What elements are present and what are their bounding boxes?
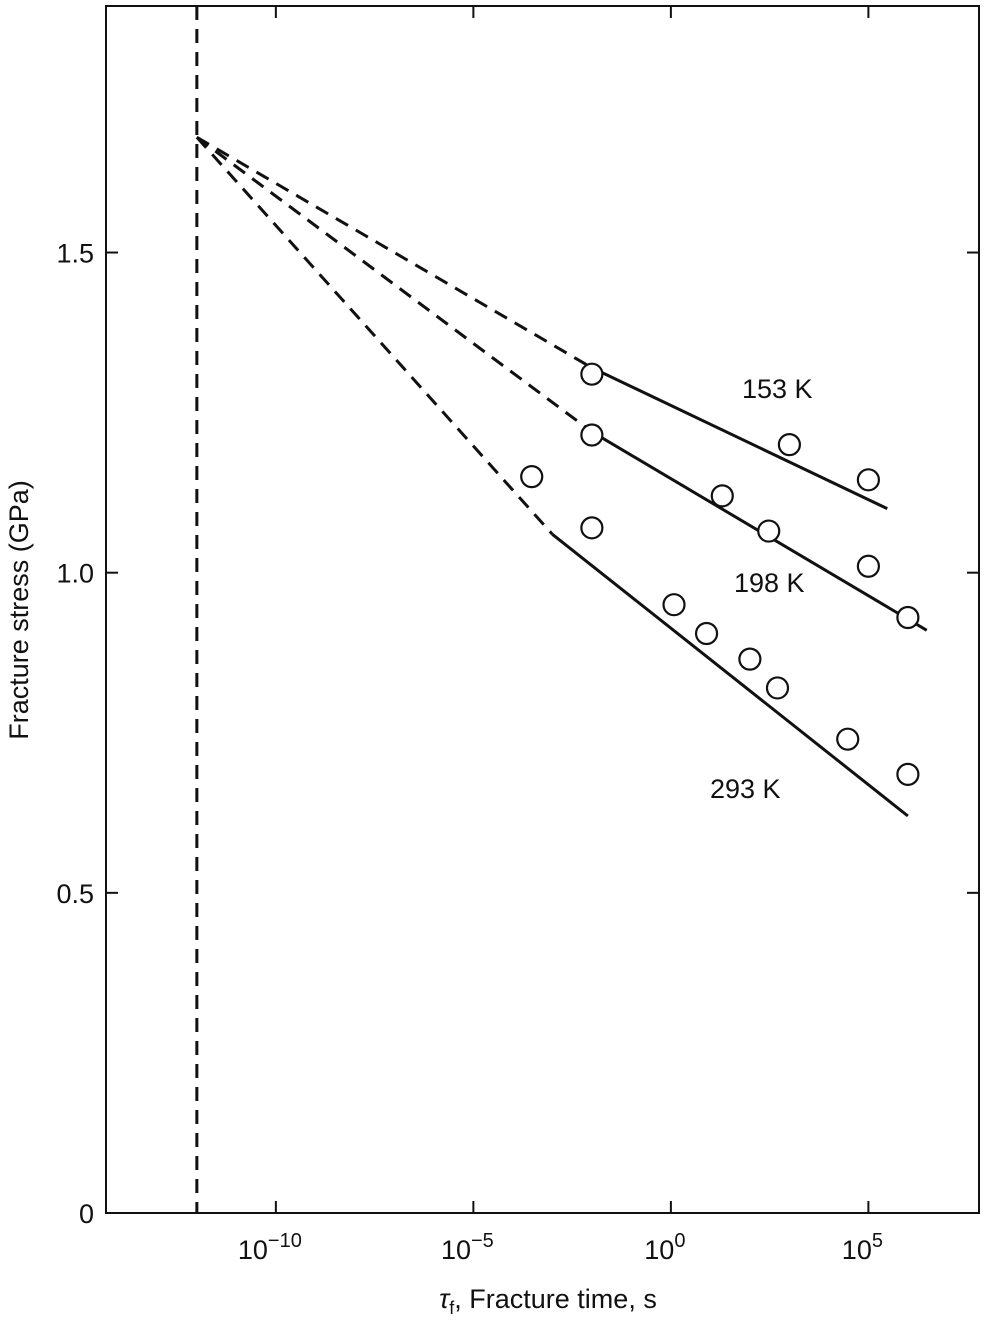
- x-tick-label-3: 105: [842, 1230, 883, 1265]
- data-point-153k-2: [856, 468, 880, 492]
- y-tick-label-3: 1.5: [56, 239, 94, 269]
- x-tick-label-0: 10−10: [238, 1230, 302, 1265]
- data-point-198k-0: [580, 423, 604, 447]
- data-point-198k-2: [757, 519, 781, 543]
- data-point-293k-1: [580, 516, 604, 540]
- series-label-198k: 198 K: [734, 568, 805, 598]
- y-tick-label-2: 1.0: [56, 559, 94, 589]
- data-point-153k-1: [777, 433, 801, 457]
- line-group: [195, 6, 928, 1213]
- tick-group: 10−10 10−5 100 105 0 0.5 1.0 1.5: [56, 6, 979, 1265]
- data-point-293k-4: [738, 647, 762, 671]
- data-point-153k-0: [580, 362, 604, 386]
- data-point-293k-0: [520, 465, 544, 489]
- series-label-153k: 153 K: [742, 374, 813, 404]
- data-point-293k-6: [836, 727, 860, 751]
- x-tick-label-2: 100: [644, 1230, 685, 1265]
- data-point-198k-4: [896, 605, 920, 630]
- x-tick-label-1: 10−5: [441, 1230, 494, 1265]
- marker-group: [520, 362, 920, 786]
- series-label-293k: 293 K: [710, 774, 781, 804]
- x-axis-title-symbol: τ: [439, 1284, 451, 1314]
- x-axis-title-rest: , Fracture time, s: [454, 1284, 657, 1314]
- plot-frame: [105, 5, 980, 1214]
- fit-line-293k: [551, 533, 909, 818]
- extrapolation-line-293k: [195, 136, 554, 536]
- y-tick-label-1: 0.5: [56, 879, 94, 909]
- extrapolation-line-153k: [196, 135, 593, 370]
- y-tick-label-0: 0: [79, 1199, 94, 1229]
- data-point-293k-5: [765, 676, 790, 700]
- data-point-293k-3: [694, 621, 719, 646]
- label-group: 153 K 198 K 293 K: [710, 374, 813, 804]
- data-point-293k-7: [896, 762, 920, 786]
- y-axis-title: Fracture stress (GPa): [4, 480, 34, 740]
- data-point-198k-3: [856, 554, 880, 578]
- extrapolation-line-198k: [195, 136, 593, 434]
- data-point-198k-1: [710, 484, 734, 508]
- fit-line-153k: [591, 366, 888, 511]
- x-axis-title-subscript: f: [449, 1298, 455, 1318]
- x-axis-title: τf, Fracture time, s: [439, 1284, 657, 1318]
- data-point-293k-2: [662, 593, 686, 617]
